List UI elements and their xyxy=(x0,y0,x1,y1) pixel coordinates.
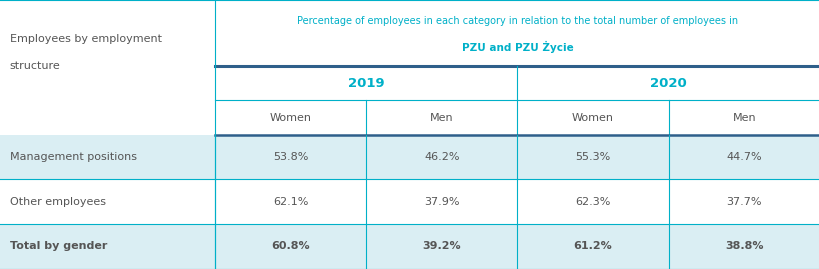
Text: Employees by employment: Employees by employment xyxy=(10,34,161,44)
Text: 2020: 2020 xyxy=(649,77,686,90)
Text: 62.1%: 62.1% xyxy=(273,197,308,207)
Text: 38.8%: 38.8% xyxy=(724,241,762,252)
Bar xyxy=(215,100,819,135)
Text: 61.2%: 61.2% xyxy=(573,241,612,252)
Text: structure: structure xyxy=(10,61,61,71)
Text: 55.3%: 55.3% xyxy=(575,152,610,162)
Text: Other employees: Other employees xyxy=(10,197,106,207)
Text: 39.2%: 39.2% xyxy=(422,241,460,252)
Text: Management positions: Management positions xyxy=(10,152,137,162)
Text: 2019: 2019 xyxy=(347,77,384,90)
Text: Men: Men xyxy=(429,112,453,123)
Text: 62.3%: 62.3% xyxy=(575,197,610,207)
Text: Men: Men xyxy=(731,112,755,123)
Bar xyxy=(215,0,819,66)
Text: Percentage of employees in each category in relation to the total number of empl: Percentage of employees in each category… xyxy=(296,16,737,26)
Text: 53.8%: 53.8% xyxy=(273,152,308,162)
Text: 60.8%: 60.8% xyxy=(271,241,310,252)
Text: PZU and PZU Życie: PZU and PZU Życie xyxy=(461,41,572,54)
Text: 37.7%: 37.7% xyxy=(726,197,761,207)
Bar xyxy=(0,135,819,179)
Text: 46.2%: 46.2% xyxy=(423,152,459,162)
Text: 37.9%: 37.9% xyxy=(423,197,459,207)
Bar xyxy=(0,179,819,224)
Text: Women: Women xyxy=(269,112,311,123)
Text: Total by gender: Total by gender xyxy=(10,241,107,252)
Text: Women: Women xyxy=(572,112,613,123)
Text: 44.7%: 44.7% xyxy=(726,152,761,162)
Bar xyxy=(215,66,819,100)
Bar xyxy=(0,224,819,269)
